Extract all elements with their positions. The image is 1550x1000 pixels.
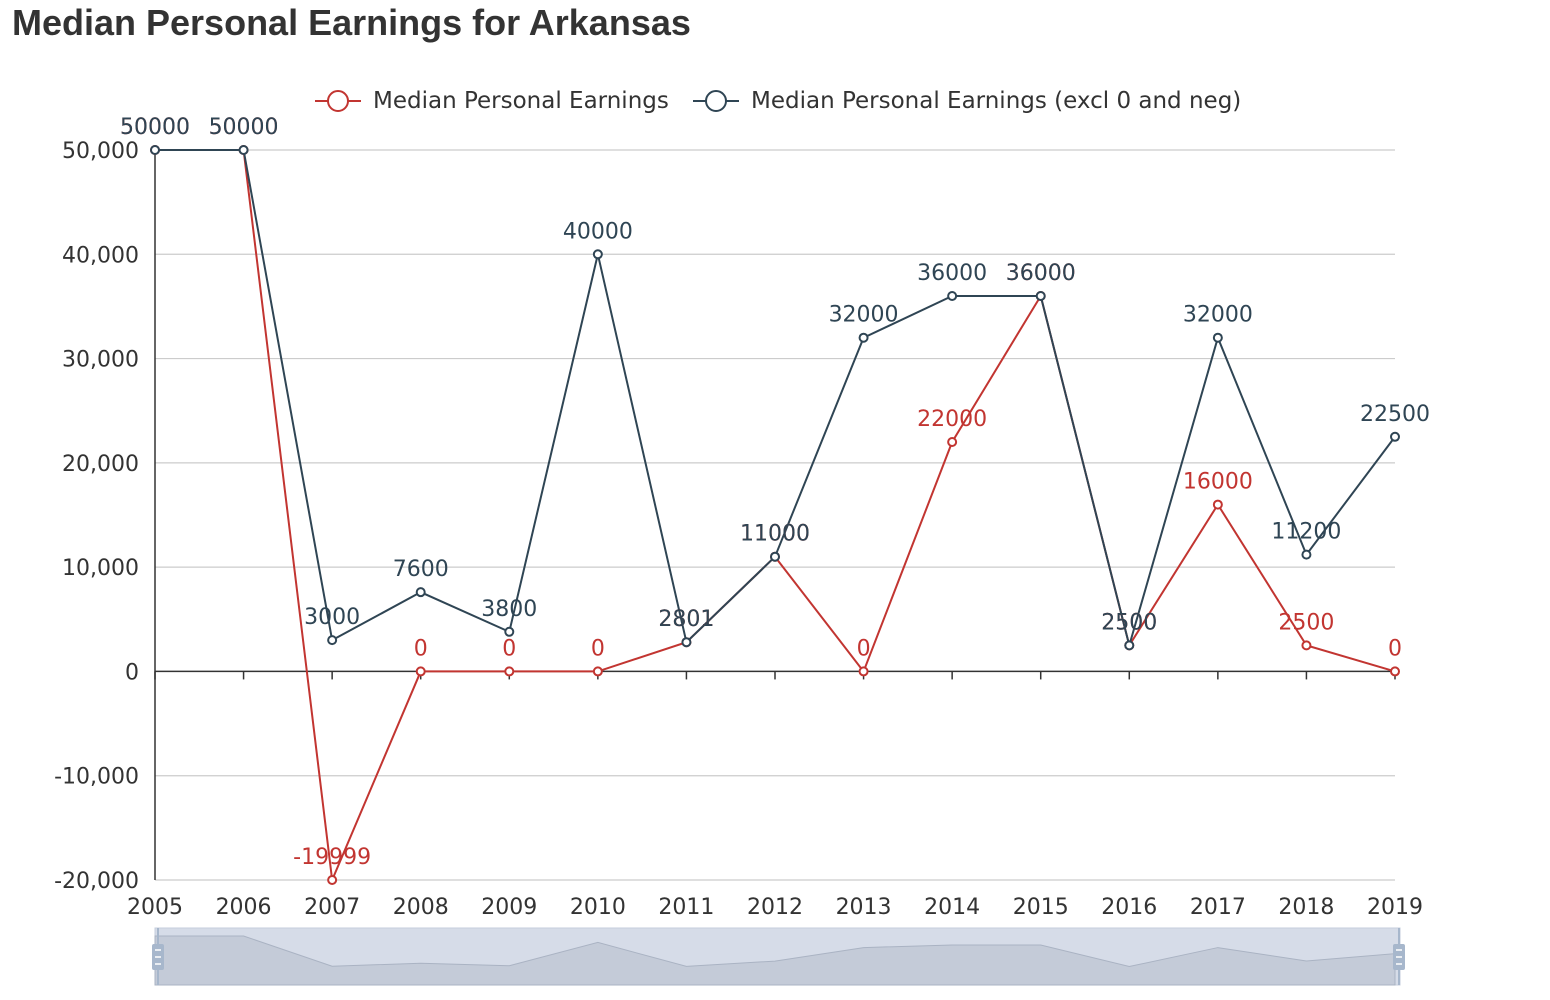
- y-tick-label: 50,000: [62, 139, 139, 164]
- y-tick-label: 40,000: [62, 243, 139, 268]
- data-point[interactable]: [1301, 549, 1312, 560]
- data-label: 50000: [209, 115, 279, 140]
- data-label: 2801: [658, 607, 714, 632]
- data-point[interactable]: [947, 291, 958, 301]
- zoom-handle[interactable]: [152, 928, 164, 985]
- data-label: 0: [414, 636, 428, 661]
- series-line: [155, 149, 1396, 650]
- x-tick-label: 2007: [304, 895, 360, 920]
- data-zoom-slider[interactable]: [152, 927, 1405, 986]
- x-tick-label: 2006: [216, 895, 272, 920]
- x-tick-label: 2019: [1367, 895, 1423, 920]
- data-point[interactable]: [415, 666, 426, 677]
- data-label: 0: [1388, 636, 1402, 661]
- x-tick-label: 2012: [747, 895, 803, 920]
- data-label: -19999: [293, 845, 371, 870]
- x-tick-label: 2005: [127, 895, 183, 920]
- x-tick-label: 2010: [570, 895, 626, 920]
- data-point[interactable]: [327, 635, 338, 646]
- data-point[interactable]: [592, 666, 603, 677]
- data-point[interactable]: [1390, 666, 1400, 677]
- data-point[interactable]: [1124, 640, 1135, 651]
- y-tick-label: 20,000: [62, 452, 139, 477]
- x-tick-label: 2008: [393, 895, 449, 920]
- data-point[interactable]: [504, 666, 515, 677]
- legend-label: Median Personal Earnings (excl 0 and neg…: [751, 88, 1241, 114]
- y-tick-label: -20,000: [54, 869, 139, 894]
- y-tick-label: 10,000: [62, 556, 139, 581]
- data-point[interactable]: [327, 874, 338, 885]
- data-label: 11000: [740, 522, 810, 547]
- data-point[interactable]: [858, 666, 869, 677]
- data-point[interactable]: [504, 626, 515, 637]
- legend-marker: [705, 90, 727, 112]
- data-label: 36000: [1006, 261, 1076, 286]
- data-point[interactable]: [858, 332, 869, 343]
- data-label: 3800: [481, 597, 537, 622]
- x-tick-label: 2015: [1013, 895, 1069, 920]
- data-label: 3000: [304, 605, 360, 630]
- data-point[interactable]: [592, 249, 603, 260]
- data-point[interactable]: [150, 145, 160, 155]
- data-point[interactable]: [1390, 431, 1400, 442]
- data-label: 16000: [1183, 470, 1253, 495]
- data-label: 11000: [740, 522, 810, 547]
- data-label: 36000: [917, 261, 987, 286]
- data-label: 2500: [1278, 610, 1334, 635]
- data-label: 50000: [120, 115, 190, 140]
- data-label: 50000: [209, 115, 279, 140]
- data-label: 36000: [1006, 261, 1076, 286]
- data-label: 0: [591, 636, 605, 661]
- data-point[interactable]: [1035, 291, 1046, 301]
- data-label: 7600: [393, 557, 449, 582]
- series-line: [155, 149, 1396, 884]
- data-label: 32000: [829, 303, 899, 328]
- series-lines: [150, 145, 1400, 885]
- legend-marker: [327, 90, 349, 112]
- data-point[interactable]: [681, 637, 692, 648]
- zoom-handle[interactable]: [1393, 928, 1405, 985]
- data-point[interactable]: [770, 551, 780, 562]
- data-point[interactable]: [415, 587, 426, 598]
- axes: -20,000 -10,000 0 10,000 20,000 30,000 40,000 5…: [54, 139, 1423, 920]
- grid-lines: [155, 149, 1395, 881]
- x-tick-label: 2016: [1101, 895, 1157, 920]
- x-tick-label: 2011: [658, 895, 714, 920]
- data-point[interactable]: [1301, 640, 1312, 651]
- data-point[interactable]: [947, 437, 958, 447]
- legend-label: Median Personal Earnings: [373, 88, 669, 114]
- zoom-preview-area: [154, 935, 1396, 986]
- data-label: 50000: [120, 115, 190, 140]
- x-tick-label: 2013: [836, 895, 892, 920]
- data-label: 11200: [1271, 520, 1341, 545]
- legend[interactable]: Median Personal Earnings Median Personal …: [315, 88, 1241, 114]
- y-tick-label: -10,000: [54, 765, 139, 790]
- legend-item[interactable]: Median Personal Earnings: [315, 88, 669, 114]
- data-label: 32000: [1183, 303, 1253, 328]
- x-tick-label: 2009: [481, 895, 537, 920]
- data-label: 0: [502, 636, 516, 661]
- data-label: 2801: [658, 607, 714, 632]
- data-label: 2500: [1101, 610, 1157, 635]
- chart-title: Median Personal Earnings for Arkansas: [12, 2, 691, 43]
- data-point[interactable]: [238, 145, 249, 155]
- data-point[interactable]: [1212, 332, 1223, 343]
- data-label: 22000: [917, 407, 987, 432]
- data-label: 22500: [1360, 402, 1430, 427]
- data-labels: 50000 50000 -19999 0 0 0 2801 11000 0 22000 36000 2…: [120, 115, 1430, 870]
- data-point[interactable]: [1212, 499, 1223, 510]
- x-tick-label: 2018: [1278, 895, 1334, 920]
- data-label: 0: [857, 636, 871, 661]
- data-label: 40000: [563, 219, 633, 244]
- legend-item[interactable]: Median Personal Earnings (excl 0 and neg…: [693, 88, 1241, 114]
- x-tick-label: 2014: [924, 895, 980, 920]
- x-tick-label: 2017: [1190, 895, 1246, 920]
- y-tick-label: 30,000: [62, 348, 139, 373]
- data-label: 2500: [1101, 610, 1157, 635]
- y-tick-label: 0: [125, 660, 139, 685]
